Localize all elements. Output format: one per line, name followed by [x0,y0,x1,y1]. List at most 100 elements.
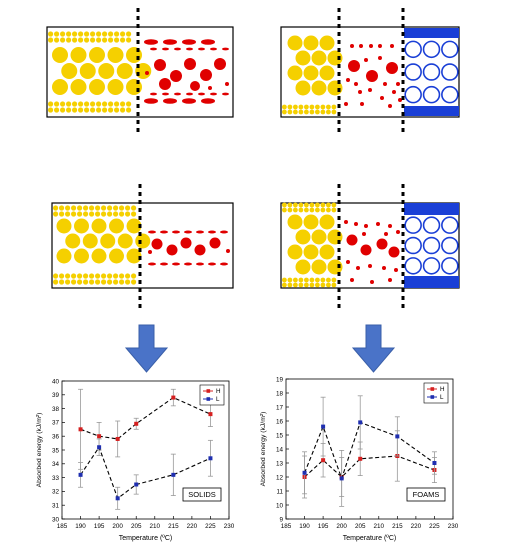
red-dash [163,39,177,45]
red-particle [364,224,368,228]
yellow-particle [66,101,72,107]
red-particle [388,104,392,108]
foam-cell-icon [422,63,441,81]
data-point [395,434,400,439]
data-point [97,434,102,439]
yellow-particle [287,109,293,115]
yellow-particle [66,37,72,43]
yellow-particle [96,37,102,43]
foam-cell-icon [441,40,459,59]
y-tick-label: 40 [52,378,60,385]
red-dash [144,98,158,104]
red-dash [196,262,204,266]
red-core-region [144,39,229,104]
yellow-particle [102,31,108,37]
red-dash [182,98,196,104]
data-series [302,395,437,507]
yellow-particle [72,37,78,43]
yellow-particle [126,31,132,37]
x-tick-label: 200 [336,523,347,530]
data-point [171,472,176,477]
red-particle [145,71,149,75]
yellow-particle [79,63,96,79]
red-particle [344,220,348,224]
yellow-particle [116,63,133,79]
yellow-particle [120,31,126,37]
yellow-particle [117,233,133,249]
y-axis: 30 31 32 33 34 35 36 37 38 39 40 [52,378,65,523]
yellow-particle [59,211,65,217]
yellow-particle [320,277,326,283]
yellow-particle [304,202,309,208]
yellow-particle [101,279,107,285]
yellow-particle [72,31,78,37]
yellow-particle [98,63,115,79]
yellow-particle [119,279,125,285]
yellow-particle [327,259,343,275]
series-line [304,421,435,481]
yellow-particle [295,80,311,96]
red-dash [163,98,177,104]
yellow-particle [126,37,132,43]
yellow-particle [89,211,95,217]
yellow-particle [107,47,124,63]
red-dash [196,230,204,234]
yellow-particle [119,205,125,211]
yellow-particle [293,109,298,115]
red-particle [378,56,382,60]
yellow-particle [60,107,66,113]
yellow-particle [126,47,142,63]
yellow-particle [54,31,60,37]
red-particle [208,86,212,90]
yellow-particle [126,218,142,234]
legend-label: L [216,396,220,403]
yellow-particle [331,277,337,283]
legend-frame [199,384,225,406]
x-tick-label: 220 [187,523,198,530]
y-tick-label: 16 [276,418,284,425]
yellow-particle [315,104,320,110]
yellow-particle [78,31,84,37]
red-particle [344,102,348,106]
yellow-particle [326,277,331,283]
yellow-particle [77,273,83,279]
red-particle [366,70,378,82]
red-particle [180,237,192,249]
red-particle [388,246,400,258]
yellow-particle [101,211,107,217]
yellow-particle [78,37,84,43]
data-point [97,445,102,450]
red-particle [194,244,206,256]
yellow-particle [114,101,120,107]
yellow-particle [71,211,77,217]
yellow-particle [102,107,108,113]
yellow-particle [315,277,320,283]
y-tick-label: 31 [52,503,60,510]
yellow-particle [320,109,326,115]
legend-label: H [440,386,445,393]
red-particle [392,90,396,94]
yellow-particle [120,101,126,107]
y-tick-label: 35 [52,447,60,454]
red-dash [220,262,228,266]
yellow-particle [83,205,89,211]
red-dash [222,47,229,51]
yellow-particle [78,101,84,107]
yellow-particle [84,101,90,107]
yellow-particle [48,31,54,37]
red-particle [190,81,200,91]
yellow-particle [59,279,65,285]
yellow-particle [65,233,81,249]
yellow-particle [89,273,95,279]
red-particle [386,62,398,74]
yellow-particle [282,277,287,283]
red-particle [369,44,373,48]
red-dash [160,230,168,234]
yellow-particle [60,37,66,43]
red-dash [172,230,180,234]
red-particle [382,266,386,270]
red-particle [166,244,178,256]
yellow-particle [131,273,137,279]
data-point [134,482,139,487]
